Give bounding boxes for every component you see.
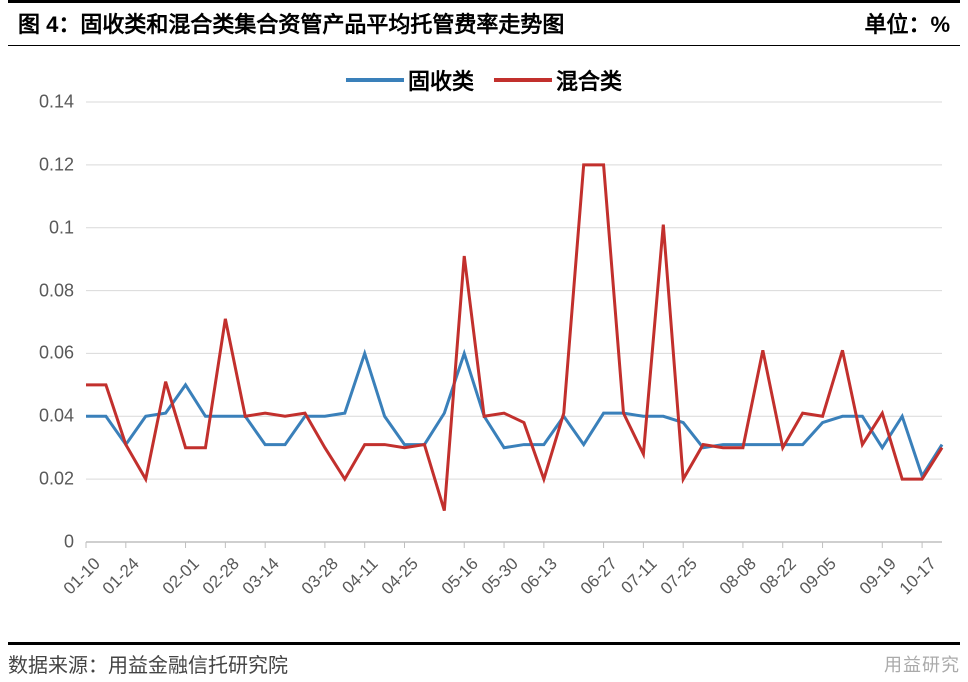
chart-legend: 固收类 混合类	[346, 64, 622, 96]
watermark: 用益研究	[884, 651, 960, 677]
x-tick-label: 04-25	[378, 554, 423, 599]
x-tick-label: 04-11	[339, 554, 383, 598]
x-axis: 01-1001-2402-0102-2803-1403-2804-1104-25…	[86, 546, 942, 626]
plot-region	[86, 102, 942, 542]
x-tick-label: 01-24	[99, 554, 144, 599]
data-source: 数据来源：用益金融信托研究院	[8, 649, 288, 678]
x-tick-label: 01-10	[59, 554, 104, 599]
chart-footer: 数据来源：用益金融信托研究院 用益研究	[8, 642, 960, 678]
legend-swatch-hunhe	[494, 78, 552, 82]
y-tick-label: 0.06	[39, 343, 74, 364]
x-tick-label: 03-14	[238, 554, 283, 599]
x-tick-label: 07-25	[656, 554, 701, 599]
x-tick-label: 09-05	[796, 554, 841, 599]
x-tick-label: 09-19	[856, 554, 901, 599]
x-tick-label: 08-22	[756, 554, 801, 599]
chart-unit: 单位：%	[864, 7, 950, 39]
x-tick-label: 03-28	[298, 554, 343, 599]
x-tick-label: 02-28	[199, 554, 244, 599]
x-tick-label: 10-17	[895, 554, 940, 599]
y-tick-label: 0	[64, 532, 74, 553]
chart-header: 图 4：固收类和混合类集合资管产品平均托管费率走势图 单位：%	[8, 0, 960, 46]
legend-item-hunhe: 混合类	[494, 64, 622, 96]
x-tick-label: 05-16	[437, 554, 482, 599]
y-tick-label: 0.04	[39, 406, 74, 427]
chart-title: 图 4：固收类和混合类集合资管产品平均托管费率走势图	[18, 7, 564, 39]
x-tick-label: 08-08	[716, 554, 761, 599]
chart-area: 固收类 混合类 0 0.02 0.04 0.06 0.08 0.1 0.12 0.14 01-…	[16, 64, 952, 624]
series-line	[86, 165, 942, 511]
x-tick-label: 06-27	[577, 554, 622, 599]
legend-label-gushou: 固收类	[408, 64, 474, 96]
x-tick-label: 07-11	[618, 554, 662, 598]
x-tick-label: 05-30	[477, 554, 522, 599]
y-tick-label: 0.14	[39, 92, 74, 113]
legend-swatch-gushou	[346, 78, 404, 82]
x-tick-label: 02-01	[159, 554, 204, 599]
x-tick-label: 06-13	[517, 554, 562, 599]
y-axis: 00.020.040.060.080.10.120.14	[16, 102, 80, 542]
y-tick-label: 0.1	[49, 217, 74, 238]
y-tick-label: 0.02	[39, 469, 74, 490]
y-tick-label: 0.12	[39, 154, 74, 175]
legend-label-hunhe: 混合类	[556, 64, 622, 96]
y-tick-label: 0.08	[39, 280, 74, 301]
legend-item-gushou: 固收类	[346, 64, 474, 96]
